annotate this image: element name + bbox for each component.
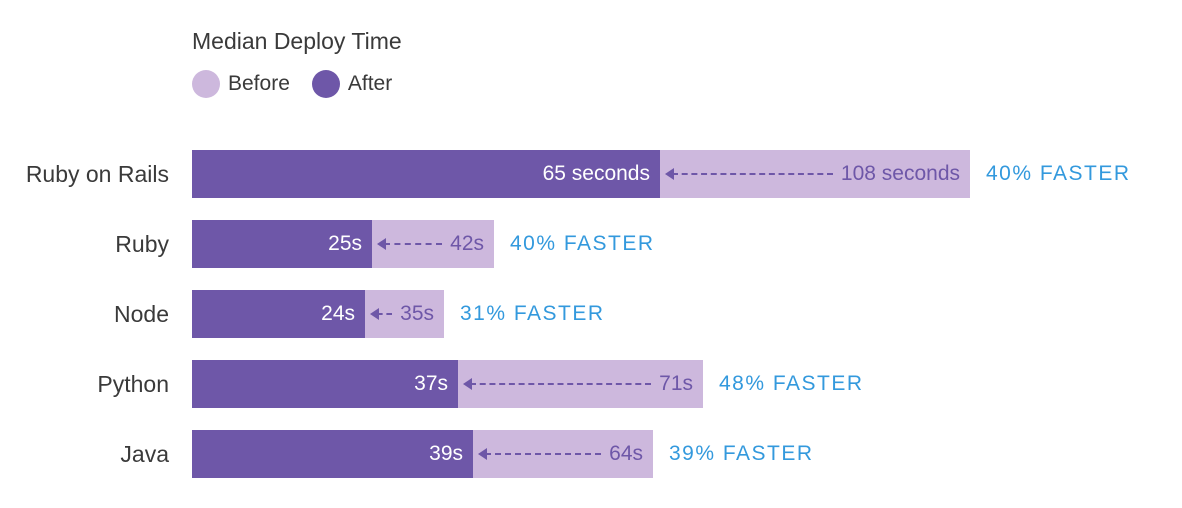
before-value-label: 71s	[659, 372, 693, 395]
faster-annotation: 40% FASTER	[986, 162, 1131, 185]
legend-label-after: After	[347, 72, 393, 95]
faster-annotation: 48% FASTER	[719, 372, 864, 395]
after-value-label: 25s	[328, 232, 362, 255]
legend-item-before: Before	[192, 70, 290, 98]
after-value-label: 37s	[414, 372, 448, 395]
legend-item-after: After	[311, 70, 393, 98]
before-value-label: 42s	[450, 232, 484, 255]
after-value-label: 65 seconds	[542, 162, 650, 185]
dashed-arrow-line	[384, 243, 442, 245]
faster-annotation: 31% FASTER	[460, 302, 605, 325]
legend-dot-before-icon	[192, 70, 220, 98]
arrow-left-icon	[463, 378, 472, 390]
dashed-arrow-line	[485, 453, 601, 455]
faster-annotation: 40% FASTER	[510, 232, 655, 255]
dashed-arrow-line	[470, 383, 651, 385]
bar-row: Python 37s 71s 48% FASTER	[0, 360, 1182, 408]
before-value-label: 64s	[609, 442, 643, 465]
arrow-left-icon	[665, 168, 674, 180]
category-label: Ruby	[115, 231, 169, 257]
category-label: Node	[114, 301, 169, 327]
after-value-label: 24s	[321, 302, 355, 325]
bar-row: Ruby on Rails 65 seconds 108 seconds 40%…	[0, 150, 1182, 198]
dashed-arrow-line	[377, 313, 392, 315]
arrow-left-icon	[478, 448, 487, 460]
category-label: Ruby on Rails	[25, 161, 169, 187]
arrow-left-icon	[377, 238, 386, 250]
dashed-arrow-line	[672, 173, 833, 175]
bar-row: Node 24s 35s 31% FASTER	[0, 290, 1182, 338]
bar-after	[192, 220, 372, 268]
category-label: Python	[97, 371, 169, 397]
category-label: Java	[120, 441, 169, 467]
bar-row: Ruby 25s 42s 40% FASTER	[0, 220, 1182, 268]
bar-after	[192, 290, 365, 338]
chart-title: Median Deploy Time	[192, 28, 402, 54]
faster-annotation: 39% FASTER	[669, 442, 814, 465]
legend: Before After	[192, 70, 414, 98]
arrow-left-icon	[370, 308, 379, 320]
after-value-label: 39s	[429, 442, 463, 465]
legend-label-before: Before	[228, 72, 290, 95]
before-value-label: 35s	[400, 302, 434, 325]
bar-row: Java 39s 64s 39% FASTER	[0, 430, 1182, 478]
bar-after	[192, 360, 458, 408]
legend-dot-after-icon	[311, 70, 340, 98]
before-value-label: 108 seconds	[840, 162, 960, 185]
bar-after	[192, 430, 473, 478]
bar-after	[192, 150, 660, 198]
